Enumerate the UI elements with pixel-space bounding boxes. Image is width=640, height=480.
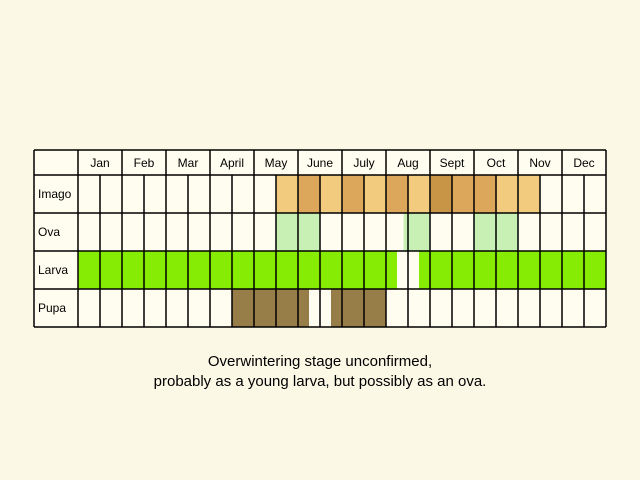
stage-label-imago: Imago xyxy=(38,187,72,201)
note-line-1: Overwintering stage unconfirmed, xyxy=(207,353,433,370)
imago-period-1 xyxy=(276,175,298,213)
imago-period-10 xyxy=(474,175,496,213)
month-label-dec: Dec xyxy=(573,156,594,170)
note-line-2: probably as a young larva, but possibly … xyxy=(153,373,487,390)
larva-period-1 xyxy=(78,251,397,289)
imago-period-3 xyxy=(320,175,342,213)
month-label-may: May xyxy=(265,156,288,170)
imago-period-5 xyxy=(364,175,386,213)
pupa-period-1 xyxy=(232,289,309,327)
imago-period-6 xyxy=(386,175,408,213)
month-label-feb: Feb xyxy=(134,156,155,170)
stage-label-ova: Ova xyxy=(38,225,60,239)
month-label-oct: Oct xyxy=(487,156,506,170)
imago-period-9 xyxy=(452,175,474,213)
imago-period-7 xyxy=(408,175,430,213)
imago-period-8 xyxy=(430,175,452,213)
month-label-june: June xyxy=(307,156,333,170)
stage-label-larva: Larva xyxy=(38,263,68,277)
month-label-mar: Mar xyxy=(178,156,199,170)
month-label-april: April xyxy=(220,156,244,170)
month-label-aug: Aug xyxy=(397,156,418,170)
overwintering-note: Overwintering stage unconfirmed, probabl… xyxy=(0,352,640,392)
month-label-jan: Jan xyxy=(90,156,109,170)
stage-label-pupa: Pupa xyxy=(38,301,66,315)
month-label-sept: Sept xyxy=(440,156,465,170)
month-label-nov: Nov xyxy=(529,156,550,170)
larva-period-2 xyxy=(419,251,606,289)
imago-period-4 xyxy=(342,175,364,213)
month-label-july: July xyxy=(353,156,374,170)
imago-period-2 xyxy=(298,175,320,213)
pupa-period-2 xyxy=(331,289,386,327)
